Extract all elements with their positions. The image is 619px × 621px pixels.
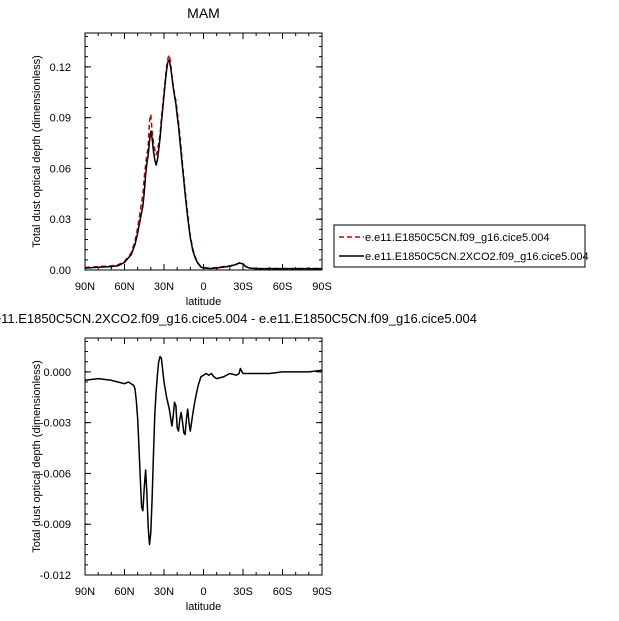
chart-mam: 90N 60N 30N 0 30S 60S 90S 0.00 0.03 0.06 0.09 0.12 M…: [31, 5, 332, 308]
y-tick-label: 0.09: [50, 113, 71, 125]
x-tick-label: 0: [200, 586, 206, 598]
chart-title: MAM: [187, 5, 220, 21]
x-tick-label: 30S: [233, 586, 253, 598]
x-tick-label: 90S: [312, 281, 332, 293]
y-tick-label: -0.006: [40, 468, 71, 480]
y-tick-label: 0.000: [43, 367, 71, 379]
y-tick-label: -0.012: [40, 570, 71, 582]
y-axis-label: Total dust optical depth (dimensionless): [31, 55, 43, 248]
x-axis-label: latitude: [186, 601, 221, 613]
legend-box: [333, 224, 586, 268]
series-line-2: [84, 59, 322, 270]
x-tick-label: 60S: [273, 586, 293, 598]
plot-frame: [84, 337, 323, 576]
x-tick-label: 90N: [75, 586, 95, 598]
x-tick-label: 30N: [154, 281, 174, 293]
x-tick-label: 30S: [233, 281, 253, 293]
chart-difference: 90N 60N 30N 0 30S 60S 90S 0.000 -0.003 -0.006 -0.0…: [0, 311, 477, 613]
x-tick-label: 60N: [114, 281, 134, 293]
legend-label-1: e.e11.E1850C5CN.f09_g16.cice5.004: [365, 232, 550, 244]
legend: e.e11.E1850C5CN.f09_g16.cice5.004 e.e11.E…: [333, 224, 589, 268]
x-tick-label: 90N: [75, 281, 95, 293]
x-tick-label: 90S: [312, 586, 332, 598]
x-axis-label: latitude: [186, 296, 221, 308]
legend-label-2: e.e11.E1850C5CN.2XCO2.f09_g16.cice5.004: [365, 251, 589, 263]
x-tick-label: 60S: [273, 281, 293, 293]
y-tick-label: 0.03: [50, 214, 71, 226]
y-tick-label: 0.12: [50, 62, 71, 74]
y-tick-label: -0.009: [40, 519, 71, 531]
plot-frame: [84, 32, 323, 271]
series-line-1: [84, 54, 322, 270]
x-tick-label: 60N: [114, 586, 134, 598]
y-axis-label: Total dust optical depth (dimensionless): [31, 360, 43, 553]
y-tick-label: 0.00: [50, 265, 71, 277]
x-tick-label: 30N: [154, 586, 174, 598]
chart-title: e.e11.E1850C5CN.2XCO2.f09_g16.cice5.004 …: [0, 311, 477, 326]
series-line-1: [84, 355, 323, 546]
x-tick-label: 0: [200, 281, 206, 293]
y-tick-label: -0.003: [40, 418, 71, 430]
y-tick-label: 0.06: [50, 163, 71, 175]
